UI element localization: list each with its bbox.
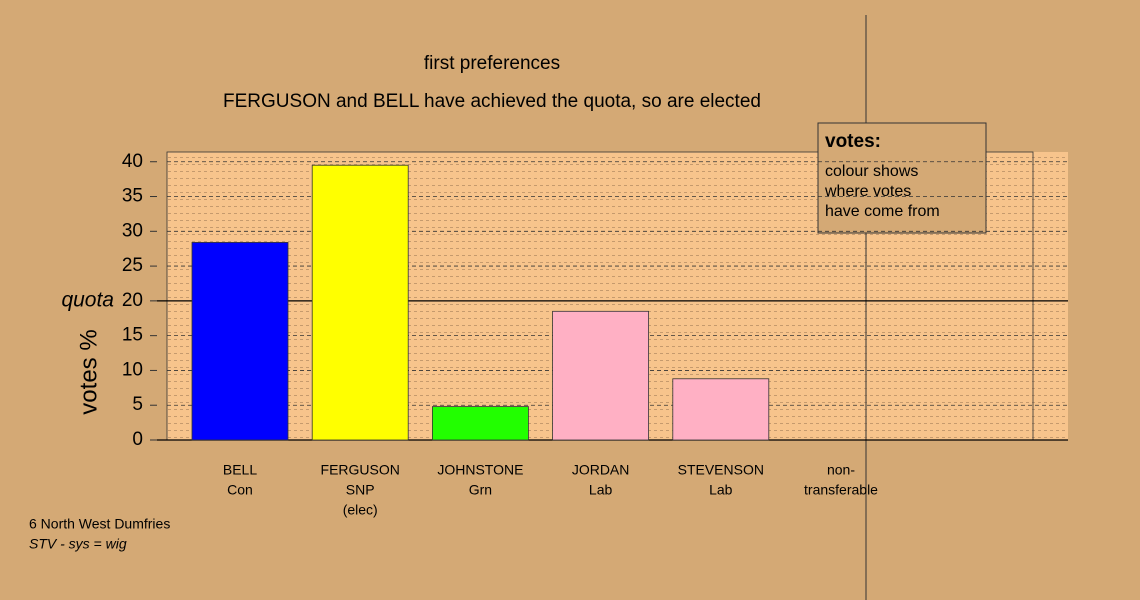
bar	[431, 406, 529, 441]
x-tick-label: BELL	[223, 462, 257, 478]
y-tick-label: 25	[122, 255, 143, 276]
y-tick-label: 15	[122, 325, 143, 346]
quota-label: quota	[61, 288, 114, 311]
x-tick-label: (elec)	[343, 502, 378, 518]
y-tick-label: 0	[132, 429, 143, 450]
y-tick-label: 10	[122, 359, 143, 380]
y-tick-label: 30	[122, 220, 143, 241]
x-tick-label: FERGUSON	[321, 462, 400, 478]
bar	[672, 378, 770, 441]
x-tick-label: Lab	[589, 482, 613, 498]
y-tick-label: 40	[122, 151, 143, 172]
legend-box	[817, 122, 987, 234]
x-tick-label: non-	[827, 462, 855, 478]
y-tick-label: 35	[122, 186, 143, 207]
x-tick-label: transferable	[804, 482, 878, 498]
x-tick-label: SNP	[346, 482, 375, 498]
legend-text: colour shows	[825, 163, 918, 180]
footnote: STV - sys = wig	[29, 536, 127, 552]
legend-text: where votes	[824, 183, 911, 200]
legend-text: have come from	[825, 203, 940, 220]
legend-title: votes:	[825, 131, 881, 152]
x-tick-label: Grn	[469, 482, 492, 498]
x-tick-label: JOHNSTONE	[437, 462, 523, 478]
x-tick-label: Lab	[709, 482, 733, 498]
legend: votes:	[817, 122, 987, 234]
x-tick-label: Con	[227, 482, 253, 498]
bar	[552, 310, 649, 441]
x-tick-label: JORDAN	[572, 462, 630, 478]
chart-title: first preferences	[424, 53, 560, 74]
x-tick-label: STEVENSON	[678, 462, 764, 478]
chart-subtitle: FERGUSON and BELL have achieved the quot…	[223, 91, 761, 112]
y-tick-label: 5	[132, 394, 143, 415]
bar	[191, 242, 289, 441]
bar	[311, 164, 409, 441]
y-tick-label: 20	[122, 290, 143, 311]
y-axis-label: votes %	[75, 329, 102, 414]
footnote: 6 North West Dumfries	[29, 516, 170, 532]
